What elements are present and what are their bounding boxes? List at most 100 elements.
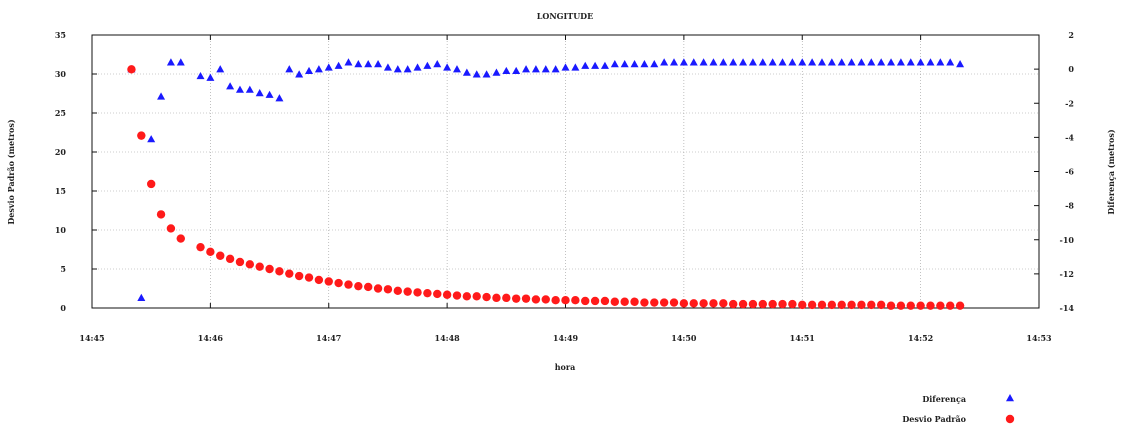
y-right-tick-labels: -14 -12 -10 -8 -6 -4 -2 0 2	[1060, 30, 1075, 313]
desvio-padrao-point	[423, 288, 432, 298]
diferenca-point	[226, 82, 235, 90]
diferenca-point	[393, 65, 402, 73]
desvio-padrao-point	[482, 292, 491, 302]
diferenca-point	[482, 70, 491, 78]
diferenca-point	[689, 58, 698, 66]
desvio-padrao-point	[699, 299, 708, 308]
x-tick-label: 14:46	[198, 333, 224, 343]
y-right-tick-label: -4	[1065, 132, 1074, 142]
diferenca-point	[867, 58, 876, 66]
legend-marker-triangle	[1006, 394, 1014, 402]
desvio-padrao-point	[738, 299, 748, 309]
diferenca-point	[462, 68, 471, 76]
diferenca-point	[245, 85, 254, 93]
desvio-padrao-point	[393, 286, 403, 296]
desvio-padrao-point	[265, 264, 274, 274]
diferenca-point	[610, 60, 619, 68]
desvio-padrao-point	[876, 300, 886, 310]
desvio-padrao-point	[650, 298, 659, 307]
diferenca-point	[926, 58, 935, 66]
y-left-tick-label: 0	[60, 303, 66, 313]
diferenca-point	[877, 58, 886, 66]
diferenca-point	[837, 58, 846, 66]
diferenca-point	[768, 58, 777, 66]
desvio-padrao-point	[788, 299, 797, 309]
desvio-padrao-point	[462, 292, 472, 301]
legend-marker-circle	[1005, 414, 1015, 424]
y-right-tick-label: 0	[1068, 64, 1074, 74]
diferenca-point	[492, 68, 501, 76]
desvio-padrao-point	[896, 301, 906, 310]
diferenca-point	[403, 65, 412, 73]
plot-frame	[91, 34, 1040, 309]
diferenca-point	[196, 71, 205, 80]
desvio-padrao-point	[334, 278, 343, 288]
desvio-padrao-point	[906, 301, 915, 310]
desvio-padrao-point	[521, 294, 531, 303]
diferenca-point	[472, 70, 481, 78]
desvio-padrao-point	[867, 300, 876, 310]
desvio-padrao-point	[156, 210, 166, 219]
desvio-padrao-point	[541, 295, 550, 304]
desvio-padrao-point	[176, 234, 185, 243]
desvio-padrao-point	[225, 254, 235, 264]
y-right-tick-label: 2	[1068, 30, 1074, 40]
diferenca-point	[512, 66, 521, 75]
diferenca-point	[176, 58, 185, 66]
desvio-padrao-point	[689, 299, 698, 308]
desvio-padrao-point	[127, 65, 136, 74]
desvio-padrao-point	[886, 301, 896, 310]
series-desvio-padrao	[127, 65, 965, 310]
desvio-padrao-point	[373, 284, 383, 293]
desvio-padrao-point	[285, 269, 294, 278]
diferenca-point	[216, 65, 225, 73]
diferenca-point	[709, 58, 718, 66]
legend: Diferença Desvio Padrão	[902, 394, 1015, 424]
desvio-padrao-point	[916, 301, 925, 310]
desvio-padrao-point	[551, 296, 560, 305]
diferenca-point	[788, 58, 797, 66]
desvio-padrao-point	[294, 271, 304, 281]
desvio-padrao-point	[610, 297, 620, 306]
x-tick-label: 14:48	[435, 333, 461, 343]
diferenca-point	[235, 85, 244, 93]
x-tick-label: 14:52	[908, 333, 933, 343]
grid-lines	[91, 34, 1040, 309]
diferenca-point	[660, 58, 669, 66]
diferenca-point	[699, 58, 708, 66]
desvio-padrao-point	[472, 292, 481, 301]
diferenca-point	[857, 58, 866, 66]
desvio-padrao-point	[413, 288, 422, 297]
diferenca-point	[374, 60, 383, 68]
y-right-axis-title: Diferença (metros)	[1106, 129, 1116, 215]
y-left-tick-label: 35	[55, 30, 66, 40]
diferenca-point	[571, 63, 580, 71]
desvio-padrao-point	[354, 281, 363, 291]
desvio-padrao-point	[719, 299, 728, 308]
diferenca-point	[285, 65, 294, 73]
desvio-padrao-point	[630, 297, 639, 306]
y-left-tick-label: 20	[55, 147, 67, 157]
desvio-padrao-point	[571, 296, 580, 305]
diferenca-point	[827, 58, 836, 66]
diferenca-point	[344, 58, 353, 66]
desvio-padrao-point	[936, 301, 945, 310]
desvio-padrao-point	[502, 293, 511, 303]
y-right-tick-label: -8	[1065, 201, 1074, 211]
diferenca-point	[147, 135, 156, 143]
desvio-padrao-point	[344, 280, 353, 289]
diferenca-point	[206, 73, 215, 81]
desvio-padrao-point	[304, 273, 314, 282]
desvio-padrao-point	[946, 301, 955, 310]
y-left-tick-label: 25	[55, 108, 66, 118]
desvio-padrao-point	[857, 300, 866, 310]
y-left-tick-label: 30	[55, 69, 67, 79]
y-right-tick-label: -14	[1060, 303, 1075, 313]
desvio-padrao-point	[827, 300, 837, 310]
diferenca-point	[847, 58, 856, 66]
desvio-padrao-point	[620, 297, 629, 306]
desvio-padrao-point	[561, 296, 570, 305]
desvio-padrao-point	[669, 298, 679, 307]
diferenca-point	[295, 70, 304, 78]
legend-label-diferenca: Diferença	[922, 394, 966, 404]
